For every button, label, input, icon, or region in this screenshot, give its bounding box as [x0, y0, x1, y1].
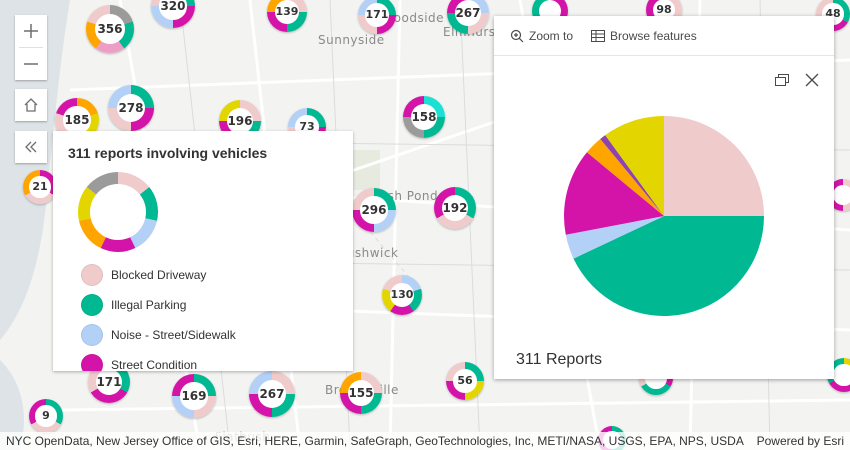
- cluster-count: 56: [453, 369, 477, 393]
- cluster-count: 185: [63, 106, 91, 134]
- pie-chart: [564, 116, 764, 316]
- pie-slice[interactable]: [605, 116, 664, 216]
- cluster-marker[interactable]: 158: [403, 96, 445, 138]
- legend-title: 311 reports involving vehicles: [68, 145, 268, 161]
- collapse-legend-button[interactable]: [15, 131, 47, 163]
- zoom-in-magnifier-icon: [510, 29, 524, 42]
- table-icon: [591, 29, 606, 42]
- legend-toggle: [15, 131, 47, 163]
- cluster-count: 139: [274, 0, 300, 25]
- cluster-marker[interactable]: 21: [23, 170, 57, 204]
- pie-slice[interactable]: [664, 116, 764, 216]
- dock-button[interactable]: [772, 70, 792, 90]
- legend-item-label: Illegal Parking: [111, 298, 187, 312]
- feature-popup: Zoom to Browse features 311 Reports: [494, 16, 834, 379]
- cluster-count: [833, 364, 850, 386]
- browse-features-label: Browse features: [610, 28, 697, 43]
- legend-swatch: [81, 294, 103, 316]
- cluster-count: 9: [35, 405, 57, 427]
- popup-action-bar: Zoom to Browse features: [494, 16, 834, 56]
- legend-item: Blocked Driveway: [81, 264, 206, 286]
- bay: [0, 360, 24, 450]
- home-control: [15, 89, 47, 121]
- minus-icon: [24, 63, 38, 65]
- plus-icon: [24, 24, 38, 38]
- cluster-marker[interactable]: 267: [249, 371, 295, 417]
- powered-by-esri[interactable]: Powered by Esri: [756, 434, 844, 448]
- legend-panel: 311 reports involving vehicles Blocked D…: [53, 131, 353, 371]
- pie-slice[interactable]: [564, 152, 664, 235]
- legend-donut-segment: [130, 218, 157, 249]
- zoom-out-button[interactable]: [15, 48, 47, 80]
- home-button[interactable]: [15, 89, 47, 121]
- double-chevron-left-icon: [25, 141, 37, 153]
- legend-donut-segment: [139, 187, 158, 221]
- legend-item: Noise - Street/Sidewalk: [81, 324, 236, 346]
- close-button[interactable]: [802, 70, 822, 90]
- cluster-count: 196: [226, 107, 253, 134]
- cluster-count: 278: [116, 93, 146, 123]
- legend-donut-segment: [79, 218, 106, 249]
- cluster-count: 98: [652, 0, 676, 22]
- cluster-count: 267: [257, 379, 287, 409]
- map-place-label: Sunnyside: [318, 33, 385, 47]
- legend-swatch: [81, 324, 103, 346]
- cluster-count: 320: [159, 0, 187, 20]
- legend-item-label: Blocked Driveway: [111, 268, 207, 282]
- legend-swatch: [81, 354, 103, 371]
- cluster-marker[interactable]: 192: [434, 187, 476, 229]
- legend-donut-segment: [78, 187, 97, 221]
- zoom-to-button[interactable]: Zoom to: [510, 29, 573, 43]
- popup-title: 311 Reports: [516, 351, 602, 368]
- cluster-marker[interactable]: 356: [86, 5, 134, 53]
- cluster-marker[interactable]: 130: [382, 275, 422, 315]
- cluster-marker[interactable]: 169: [172, 374, 216, 418]
- cluster-marker[interactable]: 296: [352, 188, 396, 232]
- home-icon: [24, 98, 38, 112]
- cluster-marker[interactable]: 155: [340, 372, 382, 414]
- cluster-count: 356: [95, 14, 125, 44]
- pie-slice[interactable]: [600, 135, 664, 216]
- legend-item-label: Noise - Street/Sidewalk: [111, 328, 236, 342]
- cluster-marker[interactable]: 139: [267, 0, 307, 32]
- cluster-count: 21: [29, 176, 51, 198]
- attribution-sources: NYC OpenData, New Jersey Office of GIS, …: [6, 434, 744, 448]
- divider: [19, 47, 43, 48]
- cluster-marker[interactable]: 171: [358, 0, 396, 34]
- legend-donut-segment: [86, 172, 118, 195]
- cluster-marker[interactable]: 56: [446, 362, 484, 400]
- close-icon: [805, 73, 819, 87]
- cluster-marker[interactable]: 9: [29, 399, 63, 433]
- cluster-count: [833, 185, 850, 205]
- cluster-count: 155: [347, 379, 374, 406]
- cluster-count: 130: [389, 282, 415, 308]
- legend-donut-segment: [118, 172, 150, 195]
- cluster-count: 296: [360, 196, 388, 224]
- cluster-marker[interactable]: 267: [447, 0, 489, 34]
- pie-slice[interactable]: [565, 216, 664, 259]
- zoom-in-button[interactable]: [15, 15, 47, 47]
- legend-donut-icon: [78, 172, 158, 252]
- map-place-label: Woodside: [382, 11, 445, 25]
- cluster-count: 267: [454, 0, 481, 26]
- browse-features-button[interactable]: Browse features: [591, 29, 697, 43]
- zoom-to-label: Zoom to: [529, 28, 574, 43]
- dock-icon: [775, 74, 789, 86]
- zoom-controls: [15, 15, 47, 80]
- cluster-marker[interactable]: 320: [151, 0, 195, 28]
- pie-slice[interactable]: [586, 138, 664, 216]
- cluster-count: 171: [95, 368, 122, 395]
- cluster-count: 192: [441, 194, 468, 221]
- cluster-count: 169: [180, 382, 208, 410]
- legend-item-label: Street Condition: [111, 358, 198, 371]
- legend-item: Illegal Parking: [81, 294, 186, 316]
- legend-donut-segment: [100, 237, 136, 252]
- legend-item: Street Condition: [81, 354, 197, 371]
- legend-swatch: [81, 264, 103, 286]
- cluster-count: 171: [365, 3, 389, 27]
- pie-slice[interactable]: [573, 216, 764, 316]
- attribution-bar: NYC OpenData, New Jersey Office of GIS, …: [0, 432, 850, 450]
- cluster-count: 158: [410, 103, 437, 130]
- cluster-marker[interactable]: 278: [108, 85, 154, 131]
